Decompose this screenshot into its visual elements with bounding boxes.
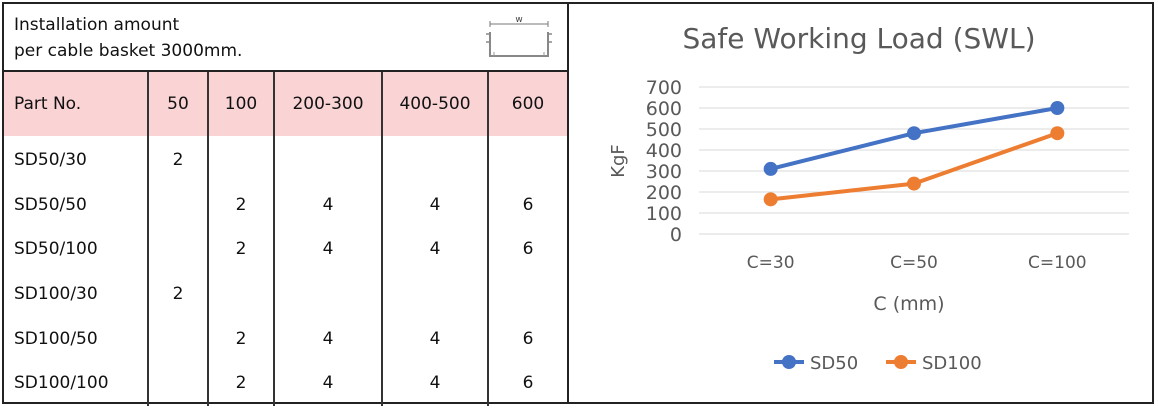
y-tick-label: 500 <box>646 119 682 141</box>
table-cell <box>381 271 488 317</box>
table-cell <box>147 360 208 406</box>
table-row: SD100/50 2 4 4 6 <box>4 316 567 361</box>
table-cell: 4 <box>381 316 488 361</box>
installation-note-line2: per cable basket 3000mm. <box>14 41 243 61</box>
x-tick-label: C=30 <box>747 253 795 273</box>
table-header-row: Part No. 50 100 200-300 400-500 600 <box>4 70 567 137</box>
data-point-sd50 <box>1050 101 1065 115</box>
panel-divider <box>567 4 569 402</box>
table-cell <box>207 137 274 183</box>
header-600: 600 <box>487 70 567 137</box>
table-cell <box>147 182 208 228</box>
table-cell: 4 <box>381 227 488 272</box>
y-tick-label: 600 <box>646 98 682 120</box>
basket-width-label: w <box>515 15 522 25</box>
legend-swatch-marker <box>782 355 796 369</box>
table-cell <box>207 271 274 317</box>
header-50: 50 <box>147 70 208 137</box>
table-cell: 4 <box>381 360 488 406</box>
table-cell <box>273 137 382 183</box>
y-tick-label: 700 <box>646 77 682 99</box>
chart-title: Safe Working Load (SWL) <box>683 22 1036 55</box>
table-cell <box>487 137 567 183</box>
table-cell: SD50/50 <box>14 194 87 215</box>
installation-table-panel: Installation amount per cable basket 300… <box>4 4 567 406</box>
x-tick-label: C=50 <box>890 253 938 273</box>
table-cell: 6 <box>487 360 567 406</box>
data-point-sd50 <box>763 161 778 176</box>
swl-chart-panel: Safe Working Load (SWL) KgF C (mm) 0 100 2… <box>569 4 1152 402</box>
table-cell <box>147 227 208 272</box>
table-cell <box>147 316 208 361</box>
y-axis-label: KgF <box>608 144 629 178</box>
table-cell: 6 <box>487 182 567 228</box>
table-cell: SD50/30 <box>14 150 87 171</box>
table-row: SD50/50 2 4 4 6 <box>4 182 567 228</box>
header-200-300: 200-300 <box>273 70 382 137</box>
table-cell: SD100/50 <box>14 328 98 349</box>
installation-note-line1: Installation amount <box>14 15 180 35</box>
table-cell: 4 <box>273 227 382 272</box>
data-point-sd100 <box>907 176 921 191</box>
table-row: SD100/100 2 4 4 6 <box>4 360 567 406</box>
series-lines <box>763 101 1065 207</box>
x-tick-labels: C=30 C=50 C=100 <box>747 253 1087 273</box>
table-row: SD50/100 2 4 4 6 <box>4 227 567 272</box>
legend-swatch-marker <box>894 355 908 369</box>
legend-label: SD100 <box>922 353 982 374</box>
cable-basket-icon: w <box>486 15 552 57</box>
table-cell: 2 <box>207 182 274 228</box>
x-tick-label: C=100 <box>1028 253 1087 273</box>
data-point-sd100 <box>1050 126 1065 141</box>
table-row: SD50/30 2 <box>4 137 567 183</box>
table-cell: 2 <box>147 137 208 183</box>
y-tick-label: 400 <box>646 140 682 162</box>
table-cell: 2 <box>147 271 208 317</box>
table-cell: 2 <box>207 316 274 361</box>
parts-table: Part No. 50 100 200-300 400-500 600 SD50… <box>4 70 567 406</box>
x-axis-label: C (mm) <box>873 293 944 315</box>
table-cell: SD50/100 <box>14 239 98 260</box>
table-row: SD100/30 2 <box>4 271 567 317</box>
y-tick-label: 100 <box>646 203 682 225</box>
y-tick-label: 0 <box>670 224 682 246</box>
header-400-500: 400-500 <box>381 70 488 137</box>
legend-label: SD50 <box>810 353 858 374</box>
table-cell <box>273 271 382 317</box>
header-100: 100 <box>207 70 274 137</box>
y-tick-label: 200 <box>646 182 682 204</box>
header-part-no: Part No. <box>4 70 148 137</box>
data-point-sd100 <box>763 192 778 207</box>
table-cell: 2 <box>207 360 274 406</box>
gridlines <box>699 86 1129 235</box>
table-cell: 6 <box>487 227 567 272</box>
table-cell: 4 <box>381 182 488 228</box>
table-cell: 4 <box>273 316 382 361</box>
table-cell: 2 <box>207 227 274 272</box>
table-cell: 6 <box>487 316 567 361</box>
table-cell <box>381 137 488 183</box>
table-cell: 4 <box>273 360 382 406</box>
table-cell: SD100/30 <box>14 284 98 305</box>
y-tick-label: 300 <box>646 161 682 183</box>
installation-note: Installation amount per cable basket 300… <box>14 12 242 64</box>
table-cell: 4 <box>273 182 382 228</box>
table-cell <box>487 271 567 317</box>
table-cell: SD100/100 <box>14 373 109 394</box>
data-point-sd50 <box>907 126 921 141</box>
chart-legend: SD50 SD100 <box>774 353 982 374</box>
swl-line-chart: Safe Working Load (SWL) KgF C (mm) 01002… <box>608 22 1129 374</box>
